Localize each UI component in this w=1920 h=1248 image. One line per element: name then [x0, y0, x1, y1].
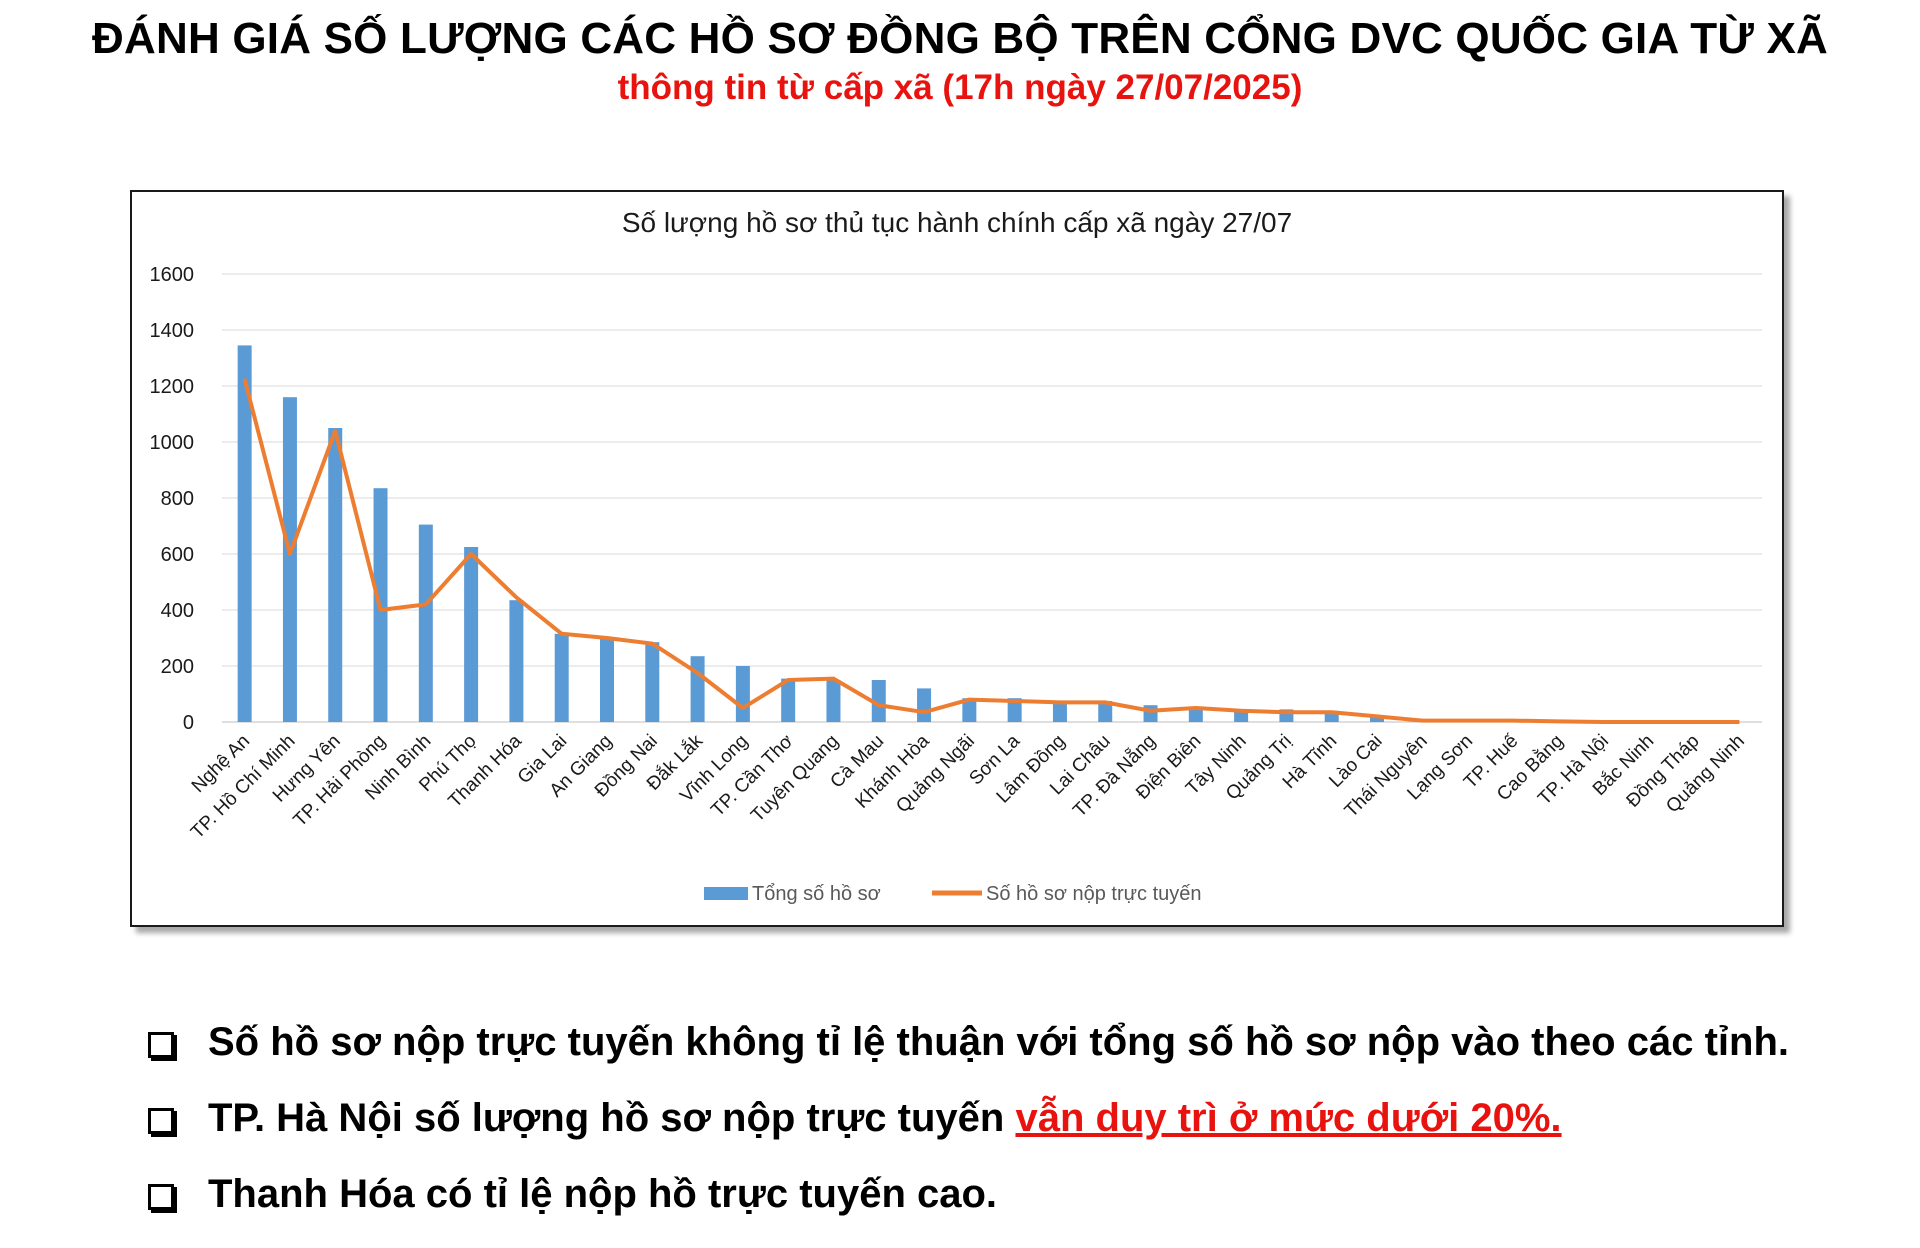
line-point: [1694, 722, 1695, 723]
bullet-list: Số hồ sơ nộp trực tuyến không tỉ lệ thuậ…: [148, 1020, 1908, 1248]
line-point: [607, 638, 608, 639]
page-title: ĐÁNH GIÁ SỐ LƯỢNG CÁC HỒ SƠ ĐỒNG BỘ TRÊN…: [0, 14, 1920, 64]
legend-label-line: Số hồ sơ nộp trực tuyến: [986, 883, 1202, 905]
bullet-text: TP. Hà Nội số lượng hồ sơ nộp trực tuyến: [208, 1096, 1015, 1140]
line-point: [516, 597, 517, 598]
bar: [555, 634, 569, 722]
line-point: [335, 430, 336, 431]
line-point: [561, 633, 562, 634]
line-point: [878, 705, 879, 706]
bar: [509, 600, 523, 722]
bar: [600, 638, 614, 722]
y-tick-label: 200: [161, 656, 194, 678]
bar: [1144, 705, 1158, 722]
bar: [283, 397, 297, 722]
line-point: [969, 699, 970, 700]
line-point: [1467, 720, 1468, 721]
bar: [736, 666, 750, 722]
bar: [645, 642, 659, 722]
line-point: [244, 379, 245, 380]
line-point: [742, 708, 743, 709]
line-point: [697, 673, 698, 674]
line-point: [924, 712, 925, 713]
gridlines: [222, 274, 1762, 722]
checkbox-bullet-icon: [148, 1032, 174, 1058]
line-point: [1195, 708, 1196, 709]
y-tick-label: 1000: [150, 432, 195, 454]
bar: [419, 525, 433, 722]
y-tick-labels: 0 200 400 600 800 1000 1200 1400 1600: [150, 264, 195, 734]
line-point: [425, 604, 426, 605]
line-point: [652, 643, 653, 644]
y-tick-label: 800: [161, 488, 194, 510]
bullet-item: Số hồ sơ nộp trực tuyến không tỉ lệ thuậ…: [148, 1020, 1908, 1096]
bar: [691, 656, 705, 722]
y-tick-label: 1200: [150, 376, 195, 398]
line-point: [380, 610, 381, 611]
line-point: [1739, 722, 1740, 723]
bullet-item: TP. Hà Nội số lượng hồ sơ nộp trực tuyến…: [148, 1096, 1908, 1172]
y-tick-label: 1600: [150, 264, 195, 286]
line-point: [1603, 722, 1604, 723]
bullet-text: Số hồ sơ nộp trực tuyến không tỉ lệ thuậ…: [208, 1020, 1789, 1064]
bar: [917, 688, 931, 722]
bullet-item: Thanh Hóa có tỉ lệ nộp hồ trực tuyến cao…: [148, 1172, 1908, 1248]
bullet-text: Thanh Hóa có tỉ lệ nộp hồ trực tuyến cao…: [208, 1172, 997, 1216]
chart: Số lượng hồ sơ thủ tục hành chính cấp xã…: [132, 192, 1782, 925]
legend: Tổng số hồ sơ Số hồ sơ nộp trực tuyến: [704, 883, 1202, 905]
line-point: [833, 678, 834, 679]
line-point: [1105, 702, 1106, 703]
line-point: [289, 554, 290, 555]
y-tick-label: 400: [161, 600, 194, 622]
line-point: [1286, 712, 1287, 713]
bar: [464, 547, 478, 722]
bar: [826, 680, 840, 722]
line-point: [1059, 702, 1060, 703]
line-point: [1422, 720, 1423, 721]
chart-container: Số lượng hồ sơ thủ tục hành chính cấp xã…: [130, 190, 1784, 927]
line-point: [1377, 716, 1378, 717]
line-point: [1512, 720, 1513, 721]
line-point: [1558, 721, 1559, 722]
line-point: [1331, 712, 1332, 713]
line-point: [1150, 710, 1151, 711]
line-point: [1241, 710, 1242, 711]
legend-swatch-bar: [704, 887, 748, 900]
page-subtitle: thông tin từ cấp xã (17h ngày 27/07/2025…: [0, 68, 1920, 108]
checkbox-bullet-icon: [148, 1184, 174, 1210]
bullet-highlight: vẫn duy trì ở mức dưới 20%.: [1015, 1096, 1561, 1140]
legend-label-bar: Tổng số hồ sơ: [752, 883, 881, 905]
y-tick-label: 600: [161, 544, 194, 566]
y-tick-label: 1400: [150, 320, 195, 342]
line-point: [1648, 722, 1649, 723]
line-point: [471, 554, 472, 555]
checkbox-bullet-icon: [148, 1108, 174, 1134]
bar: [328, 428, 342, 722]
line-point: [788, 680, 789, 681]
y-tick-label: 0: [183, 712, 194, 734]
line-point: [1014, 701, 1015, 702]
chart-title: Số lượng hồ sơ thủ tục hành chính cấp xã…: [622, 207, 1292, 238]
